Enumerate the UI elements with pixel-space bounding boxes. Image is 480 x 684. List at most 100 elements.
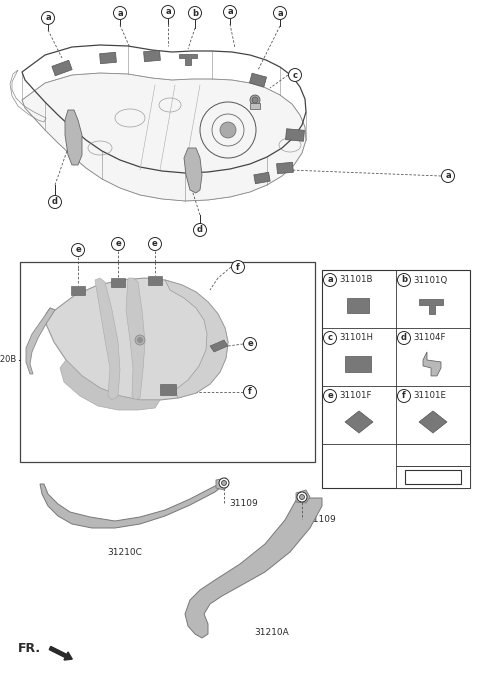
Polygon shape: [99, 52, 117, 64]
Text: 31101E: 31101E: [413, 391, 446, 401]
Text: 31210A: 31210A: [254, 628, 289, 637]
Text: 31109: 31109: [307, 514, 336, 523]
Text: DIESEL: DIESEL: [415, 473, 451, 482]
Polygon shape: [254, 172, 270, 184]
Text: b: b: [401, 276, 407, 285]
Polygon shape: [126, 278, 145, 400]
Circle shape: [243, 337, 256, 350]
Circle shape: [274, 7, 287, 20]
Circle shape: [397, 332, 410, 345]
Bar: [322, 270, 470, 488]
Circle shape: [300, 495, 304, 499]
Bar: [396, 466, 470, 488]
Text: e: e: [327, 391, 333, 401]
Circle shape: [324, 332, 336, 345]
Circle shape: [221, 480, 227, 486]
Circle shape: [135, 335, 145, 345]
Polygon shape: [60, 360, 160, 410]
Circle shape: [161, 5, 175, 18]
Polygon shape: [210, 340, 228, 352]
Circle shape: [72, 244, 84, 256]
Text: 31210C: 31210C: [108, 548, 143, 557]
FancyBboxPatch shape: [405, 470, 461, 484]
Text: e: e: [75, 246, 81, 254]
Polygon shape: [185, 498, 322, 638]
Text: a: a: [327, 276, 333, 285]
Polygon shape: [52, 60, 72, 76]
Polygon shape: [22, 73, 306, 201]
Circle shape: [220, 122, 236, 138]
Circle shape: [250, 95, 260, 105]
Polygon shape: [40, 484, 220, 528]
Text: 31220B: 31220B: [0, 356, 17, 365]
FancyArrow shape: [49, 646, 72, 660]
Polygon shape: [26, 308, 55, 374]
Bar: [71, 285, 85, 295]
Text: b: b: [192, 8, 198, 18]
Circle shape: [224, 5, 237, 18]
Circle shape: [48, 196, 61, 209]
Circle shape: [231, 261, 244, 274]
Text: a: a: [445, 172, 451, 181]
Text: e: e: [247, 339, 253, 349]
Circle shape: [189, 7, 202, 20]
Polygon shape: [65, 110, 82, 165]
Polygon shape: [419, 299, 443, 314]
Text: 31101B: 31101B: [339, 276, 372, 285]
Bar: [347, 298, 369, 313]
Circle shape: [137, 337, 143, 343]
Polygon shape: [286, 129, 304, 142]
Polygon shape: [95, 278, 120, 400]
Circle shape: [252, 97, 258, 103]
Circle shape: [113, 7, 127, 20]
Text: 31038: 31038: [419, 451, 447, 460]
Bar: [111, 278, 125, 287]
Text: a: a: [277, 8, 283, 18]
Text: a: a: [117, 8, 123, 18]
Text: c: c: [327, 334, 333, 343]
Text: c: c: [292, 70, 298, 79]
Bar: [345, 356, 371, 372]
Text: a: a: [227, 8, 233, 16]
Circle shape: [324, 389, 336, 402]
Circle shape: [193, 224, 206, 237]
Text: 31101Q: 31101Q: [413, 276, 447, 285]
Text: FR.: FR.: [18, 642, 41, 655]
Circle shape: [297, 492, 307, 502]
Text: 31104F: 31104F: [413, 334, 445, 343]
Text: a: a: [165, 8, 171, 16]
Circle shape: [442, 170, 455, 183]
Polygon shape: [345, 411, 373, 433]
Bar: [396, 444, 470, 466]
Polygon shape: [165, 280, 228, 398]
Circle shape: [288, 68, 301, 81]
Polygon shape: [216, 478, 228, 490]
Circle shape: [397, 389, 410, 402]
Bar: [20, 262, 315, 462]
Text: 31101H: 31101H: [339, 334, 373, 343]
Text: 31109: 31109: [229, 499, 258, 508]
Circle shape: [148, 237, 161, 250]
Polygon shape: [184, 148, 202, 193]
Circle shape: [41, 12, 55, 25]
Polygon shape: [250, 73, 266, 87]
Bar: [160, 384, 176, 395]
Polygon shape: [296, 490, 310, 503]
Text: d: d: [197, 226, 203, 235]
Text: d: d: [52, 198, 58, 207]
Bar: [250, 103, 260, 109]
Polygon shape: [419, 411, 447, 433]
Circle shape: [219, 478, 229, 488]
Text: d: d: [401, 334, 407, 343]
Circle shape: [324, 274, 336, 287]
Text: 31101F: 31101F: [339, 391, 372, 401]
Text: e: e: [152, 239, 158, 248]
Circle shape: [111, 237, 124, 250]
Polygon shape: [423, 352, 441, 376]
Polygon shape: [144, 51, 160, 62]
Text: f: f: [248, 388, 252, 397]
Circle shape: [397, 274, 410, 287]
Text: f: f: [402, 391, 406, 401]
Polygon shape: [179, 54, 197, 65]
Text: e: e: [115, 239, 121, 248]
